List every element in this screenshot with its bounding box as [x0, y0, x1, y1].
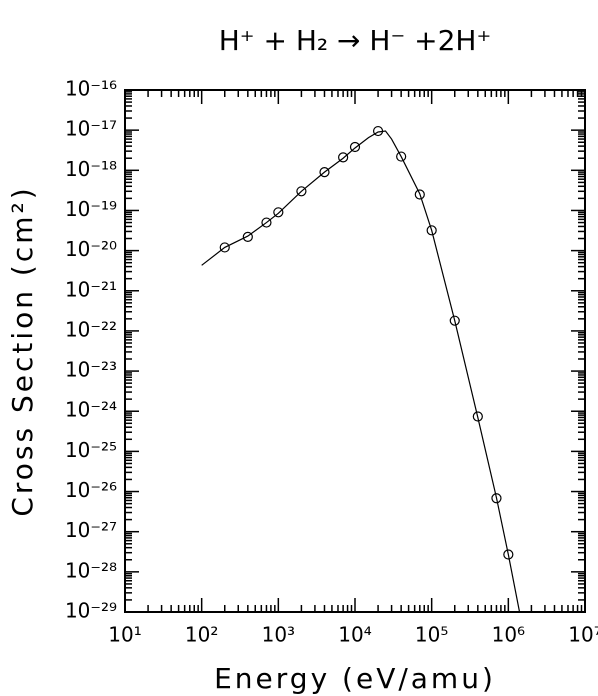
y-tick-label: 10⁻²⁵	[65, 438, 117, 462]
chart-title: H⁺ + H₂ → H⁻ +2H⁺	[219, 24, 491, 57]
data-point	[349, 141, 361, 153]
data-point	[319, 167, 330, 178]
y-tick-label: 10⁻²⁰	[65, 237, 117, 261]
y-tick-label: 10⁻¹⁷	[65, 117, 117, 141]
x-tick-label: 10⁷	[568, 623, 598, 647]
x-tick-label: 10⁶	[492, 623, 525, 647]
y-axis-label: Cross Section (cm²)	[6, 185, 39, 516]
y-tick-label: 10⁻²⁴	[65, 398, 117, 422]
data-point	[449, 315, 460, 326]
data-point	[503, 549, 514, 560]
data-point	[396, 151, 407, 162]
data-point	[219, 242, 230, 253]
y-tick-label: 10⁻²²	[65, 317, 117, 341]
x-tick-label: 10²	[185, 623, 218, 647]
y-tick-label: 10⁻²⁶	[65, 478, 117, 502]
fit-line	[201, 130, 521, 613]
y-tick-label: 10⁻²⁸	[65, 558, 117, 582]
x-tick-label: 10¹	[108, 623, 141, 647]
y-tick-label: 10⁻¹⁸	[65, 157, 117, 181]
x-tick-label: 10³	[262, 623, 295, 647]
y-tick-label: 10⁻²⁷	[65, 518, 117, 542]
data-point	[414, 189, 425, 200]
x-tick-label: 10⁵	[415, 623, 448, 647]
data-point	[491, 493, 502, 504]
y-tick-label: 10⁻²¹	[65, 277, 117, 301]
y-tick-label: 10⁻²⁹	[65, 599, 117, 623]
y-tick-label: 10⁻¹⁶	[65, 77, 117, 101]
plot-frame	[124, 89, 586, 613]
data-point	[242, 231, 253, 242]
data-point	[273, 207, 284, 218]
data-point	[426, 225, 437, 236]
data-point	[338, 152, 349, 163]
data-point	[472, 411, 483, 422]
y-tick-label: 10⁻²³	[65, 358, 117, 382]
data-point	[261, 217, 272, 228]
x-tick-label: 10⁴	[338, 623, 371, 647]
x-axis-label: Energy (eV/amu)	[214, 662, 496, 695]
y-tick-label: 10⁻¹⁹	[65, 197, 117, 221]
data-point	[296, 186, 307, 197]
